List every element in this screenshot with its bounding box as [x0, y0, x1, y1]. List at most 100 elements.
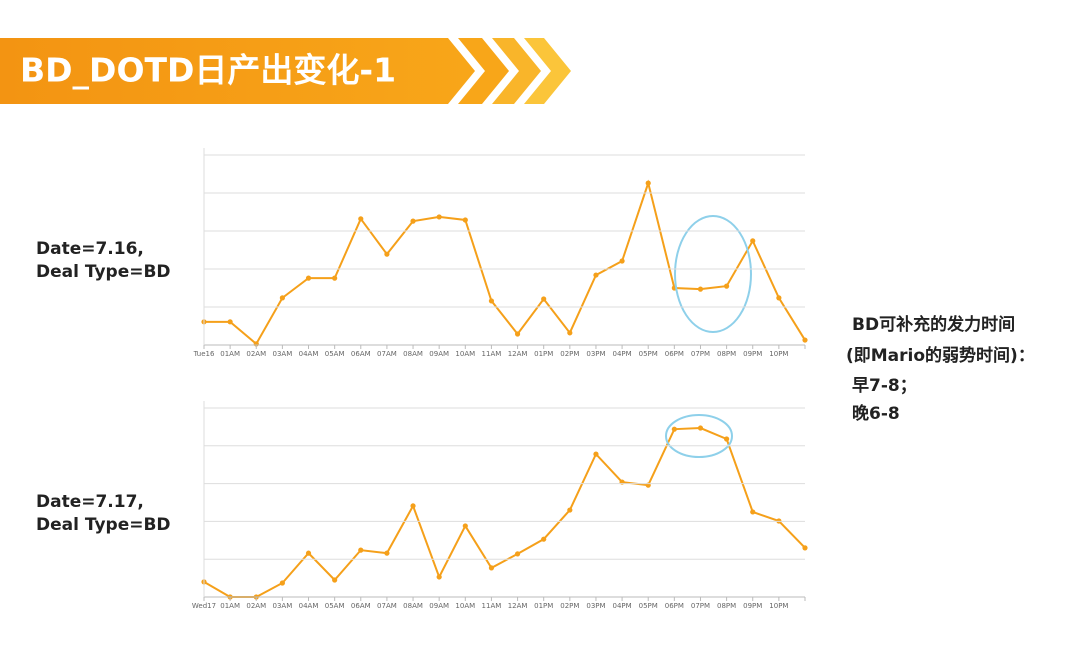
x-tick-label: 10PM	[769, 350, 788, 358]
data-point	[279, 580, 285, 586]
x-tick-label: 08PM	[717, 602, 736, 610]
data-point	[462, 217, 468, 223]
data-point	[488, 298, 495, 304]
x-tick-label: 12AM	[508, 350, 528, 358]
data-point	[358, 216, 364, 222]
data-point	[358, 547, 364, 553]
data-point	[410, 218, 416, 224]
x-tick-label: 07AM	[377, 350, 397, 358]
data-point	[724, 436, 730, 442]
data-point	[567, 507, 573, 513]
data-point	[802, 337, 808, 343]
x-tick-label: Wed17	[192, 602, 216, 610]
x-tick-label: 01AM	[220, 350, 240, 358]
x-tick-label: 11AM	[482, 350, 502, 358]
x-tick-label: 02PM	[560, 350, 579, 358]
x-tick-label: 07PM	[691, 350, 710, 358]
x-tick-label: 03AM	[273, 602, 293, 610]
x-tick-label: 06PM	[665, 350, 684, 358]
x-tick-label: 04PM	[613, 350, 632, 358]
data-point	[227, 319, 233, 325]
x-tick-label: 05PM	[639, 350, 658, 358]
x-tick-label: 10AM	[455, 350, 475, 358]
x-tick-label: 02PM	[560, 602, 579, 610]
x-tick-label: 05PM	[639, 602, 658, 610]
data-point	[332, 275, 338, 281]
data-point	[410, 503, 416, 509]
x-tick-label: 03PM	[586, 350, 605, 358]
data-point	[802, 545, 808, 551]
data-point	[671, 426, 677, 432]
data-point	[488, 565, 495, 571]
data-point	[305, 275, 312, 281]
x-tick-label: 12AM	[508, 602, 528, 610]
chevron	[458, 38, 509, 104]
data-point	[514, 551, 521, 557]
chart-label: Date=7.17,	[36, 492, 144, 512]
x-tick-label: 07PM	[691, 602, 710, 610]
x-tick-label: 04AM	[299, 350, 319, 358]
x-tick-label: 02AM	[246, 350, 266, 358]
x-tick-label: 09PM	[743, 350, 762, 358]
data-point	[724, 283, 730, 289]
data-point	[619, 258, 625, 264]
series-line	[203, 427, 806, 598]
data-point	[567, 330, 573, 336]
chart-label: Deal Type=BD	[36, 262, 171, 282]
highlight-circle	[674, 215, 752, 333]
x-tick-label: 01PM	[534, 602, 553, 610]
x-tick-label: 09PM	[743, 602, 762, 610]
data-point	[436, 214, 442, 220]
slide-title: BD_DOTD日产出变化-1	[20, 51, 396, 90]
x-tick-label: 01PM	[534, 350, 553, 358]
x-tick-label: 09AM	[429, 602, 449, 610]
data-point	[750, 238, 756, 244]
x-tick-label: 11AM	[482, 602, 502, 610]
x-tick-label: Tue16	[193, 350, 215, 358]
data-point	[697, 425, 704, 431]
chart-label: Deal Type=BD	[36, 515, 171, 535]
data-point	[462, 523, 468, 529]
x-tick-label: 06AM	[351, 602, 371, 610]
data-point	[541, 536, 547, 542]
x-tick-label: 01AM	[220, 602, 240, 610]
data-point	[697, 286, 704, 292]
x-tick-label: 03AM	[273, 350, 293, 358]
x-tick-label: 10PM	[769, 602, 788, 610]
x-tick-label: 10AM	[455, 602, 475, 610]
data-point	[593, 272, 599, 278]
data-point	[514, 331, 521, 337]
x-tick-label: 04PM	[613, 602, 632, 610]
x-tick-label: 09AM	[429, 350, 449, 358]
data-point	[384, 550, 390, 556]
data-point	[776, 295, 782, 301]
chevron	[492, 38, 541, 104]
note-line: 晚6-8	[852, 403, 900, 424]
data-point	[279, 295, 285, 301]
x-tick-label: 05AM	[325, 602, 345, 610]
chart-label: Date=7.16,	[36, 239, 144, 259]
data-point	[436, 574, 442, 580]
note-line: 早7-8；	[852, 376, 917, 396]
x-tick-label: 05AM	[325, 350, 345, 358]
chevron	[524, 38, 571, 104]
data-point	[384, 251, 390, 257]
x-tick-label: 03PM	[586, 602, 605, 610]
highlight-circle	[665, 414, 733, 458]
x-tick-label: 06PM	[665, 602, 684, 610]
x-tick-label: 04AM	[299, 602, 319, 610]
data-point	[332, 577, 338, 583]
x-tick-label: 07AM	[377, 602, 397, 610]
x-tick-label: 06AM	[351, 350, 371, 358]
data-point	[645, 180, 651, 186]
data-point	[750, 509, 756, 515]
x-tick-label: 08AM	[403, 602, 423, 610]
data-point	[593, 451, 599, 457]
note-line: BD可补充的发力时间	[852, 314, 1015, 335]
note-line: (即Mario的弱势时间)：	[846, 345, 1035, 366]
data-point	[305, 550, 312, 556]
x-tick-label: 08AM	[403, 350, 423, 358]
x-tick-label: 02AM	[246, 602, 266, 610]
x-tick-label: 08PM	[717, 350, 736, 358]
